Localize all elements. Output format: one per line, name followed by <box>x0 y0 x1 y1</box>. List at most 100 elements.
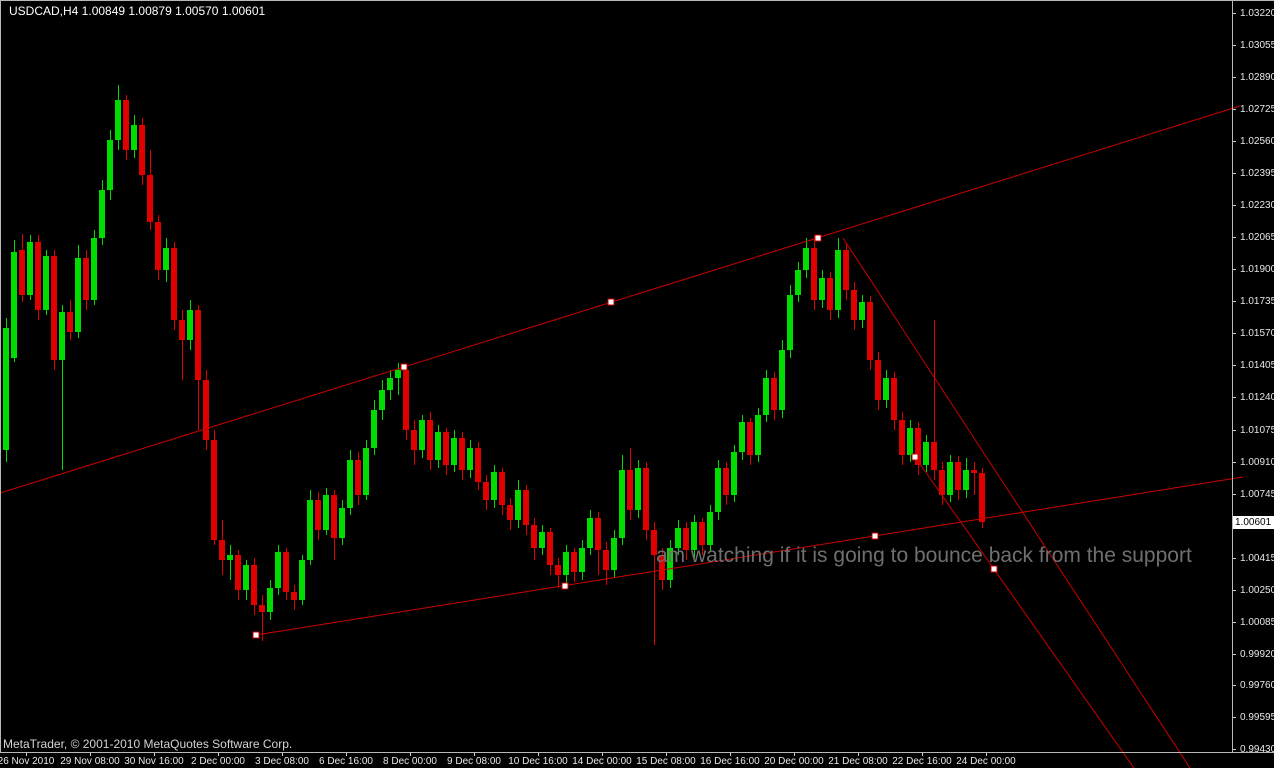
trendline-anchor[interactable] <box>911 453 919 461</box>
price-axis-tick <box>1232 301 1236 302</box>
price-axis-label: 1.03220 <box>1240 8 1274 19</box>
time-axis-label: 30 Nov 16:00 <box>124 756 184 767</box>
price-axis-label: 1.02725 <box>1240 104 1274 115</box>
price-axis-tick <box>1232 365 1236 366</box>
time-axis-label: 6 Dec 16:00 <box>319 756 373 767</box>
trendline-anchor[interactable] <box>871 532 879 540</box>
trendline-ascending-support[interactable] <box>252 476 1244 639</box>
price-axis-tick <box>1232 462 1236 463</box>
time-axis-label: 22 Dec 16:00 <box>892 756 952 767</box>
time-axis-tick <box>26 753 27 756</box>
price-axis-tick <box>1232 237 1236 238</box>
time-axis-tick <box>218 753 219 756</box>
price-axis-label: 1.00085 <box>1240 617 1274 628</box>
candles-layer <box>3 85 985 645</box>
price-axis-label: 1.02230 <box>1240 200 1274 211</box>
trendline-anchor[interactable] <box>814 234 822 242</box>
time-axis-separator <box>0 752 1274 753</box>
trendline-anchor[interactable] <box>607 298 615 306</box>
price-axis-label: 1.01735 <box>1240 296 1274 307</box>
price-axis-label: 1.01900 <box>1240 264 1274 275</box>
metatrader-watermark: MetaTrader, © 2001-2010 MetaQuotes Softw… <box>3 737 293 751</box>
trendline-descending-channel-lower[interactable] <box>911 453 1135 768</box>
price-axis[interactable]: 1.03220 1.03055 1.02890 1.02725 1.02560 1.023… <box>1232 0 1274 755</box>
price-axis-tick <box>1232 173 1236 174</box>
trendline-anchor[interactable] <box>561 582 569 590</box>
current-price-tag: 1.00601 <box>1233 516 1274 529</box>
trendline-ascending-resistance[interactable] <box>0 105 1241 494</box>
price-axis-tick <box>1232 13 1236 14</box>
price-axis-label: 0.99760 <box>1240 680 1274 691</box>
price-axis-separator <box>1232 0 1233 752</box>
price-axis-label: 1.02890 <box>1240 72 1274 83</box>
time-axis-tick <box>474 753 475 756</box>
time-axis[interactable]: 26 Nov 2010 29 Nov 08:00 30 Nov 16:00 2 Dec… <box>0 753 1274 768</box>
time-axis-tick <box>986 753 987 756</box>
time-axis-label: 21 Dec 08:00 <box>828 756 888 767</box>
price-axis-label: 1.02395 <box>1240 168 1274 179</box>
price-axis-tick <box>1232 205 1236 206</box>
trendline-anchor[interactable] <box>990 565 998 573</box>
price-axis-tick <box>1232 717 1236 718</box>
chart-annotation-text: am watching if it is going to bounce bac… <box>656 544 1192 567</box>
time-axis-label: 2 Dec 00:00 <box>191 756 245 767</box>
price-axis-tick <box>1232 749 1236 750</box>
time-axis-tick <box>794 753 795 756</box>
price-axis-label: 1.00745 <box>1240 489 1274 500</box>
price-axis-label: 1.01570 <box>1240 328 1274 339</box>
time-axis-tick <box>410 753 411 756</box>
time-axis-label: 15 Dec 08:00 <box>636 756 696 767</box>
trendline-anchor[interactable] <box>252 631 260 639</box>
price-axis-label: 0.99430 <box>1240 744 1274 755</box>
price-axis-tick <box>1232 654 1236 655</box>
window-border-left <box>0 0 1 752</box>
time-axis-tick <box>346 753 347 756</box>
time-axis-label: 20 Dec 00:00 <box>764 756 824 767</box>
price-axis-label: 1.00910 <box>1240 457 1274 468</box>
price-axis-tick <box>1232 622 1236 623</box>
price-axis-tick <box>1232 269 1236 270</box>
price-axis-tick <box>1232 558 1236 559</box>
price-axis-tick <box>1232 141 1236 142</box>
price-axis-tick <box>1232 590 1236 591</box>
time-axis-label: 9 Dec 08:00 <box>447 756 501 767</box>
price-axis-tick <box>1232 494 1236 495</box>
time-axis-tick <box>282 753 283 756</box>
time-axis-label: 8 Dec 00:00 <box>383 756 437 767</box>
chart-title-ohlc: USDCAD,H4 1.00849 1.00879 1.00570 1.0060… <box>9 4 266 18</box>
time-axis-label: 26 Nov 2010 <box>0 756 55 767</box>
time-axis-tick <box>154 753 155 756</box>
price-axis-label: 1.01405 <box>1240 360 1274 371</box>
time-axis-tick <box>858 753 859 756</box>
time-axis-tick <box>538 753 539 756</box>
time-axis-label: 3 Dec 08:00 <box>255 756 309 767</box>
price-axis-tick <box>1232 333 1236 334</box>
price-axis-tick <box>1232 430 1236 431</box>
price-axis-tick <box>1232 109 1236 110</box>
price-axis-label: 1.03055 <box>1240 40 1274 51</box>
time-axis-tick <box>90 753 91 756</box>
time-axis-tick <box>666 753 667 756</box>
price-axis-label: 0.99920 <box>1240 649 1274 660</box>
time-axis-label: 14 Dec 00:00 <box>572 756 632 767</box>
time-axis-tick <box>730 753 731 756</box>
price-axis-tick <box>1232 45 1236 46</box>
window-border-top <box>0 0 1274 1</box>
trendline-descending-channel-upper[interactable] <box>842 237 1191 768</box>
price-axis-label: 1.00250 <box>1240 585 1274 596</box>
time-axis-tick <box>922 753 923 756</box>
time-axis-label: 10 Dec 16:00 <box>508 756 568 767</box>
price-axis-label: 1.00415 <box>1240 553 1274 564</box>
price-axis-label: 0.99595 <box>1240 712 1274 723</box>
time-axis-tick <box>602 753 603 756</box>
price-axis-tick <box>1232 397 1236 398</box>
price-axis-tick <box>1232 685 1236 686</box>
time-axis-label: 29 Nov 08:00 <box>60 756 120 767</box>
price-axis-label: 1.01240 <box>1240 392 1274 403</box>
trendline-anchor[interactable] <box>400 363 408 371</box>
time-axis-label: 24 Dec 00:00 <box>956 756 1016 767</box>
price-axis-label: 1.01075 <box>1240 425 1274 436</box>
price-axis-tick <box>1232 77 1236 78</box>
